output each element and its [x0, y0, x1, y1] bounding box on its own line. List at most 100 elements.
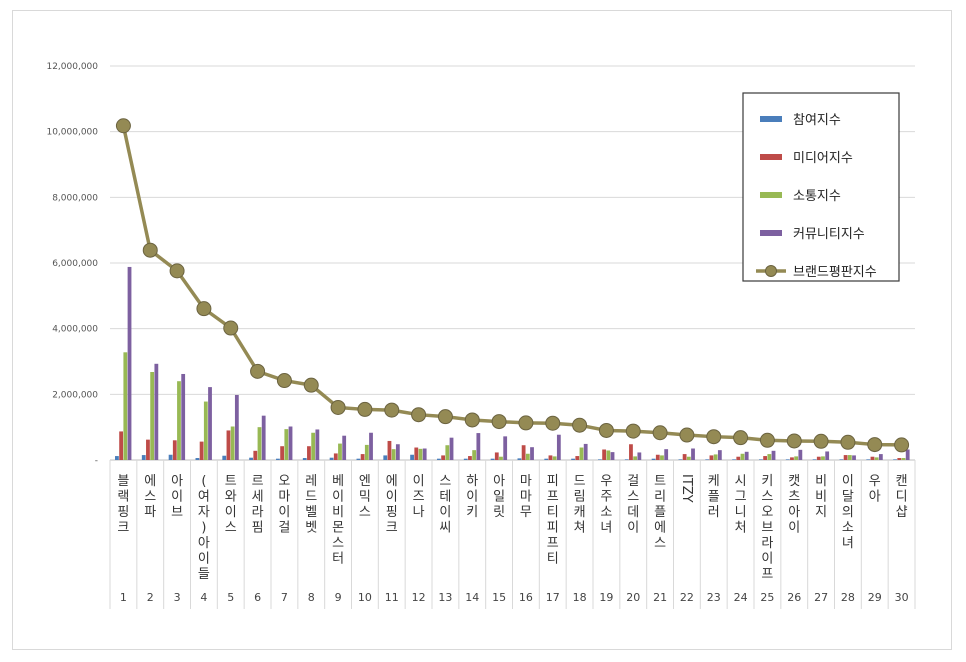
bar	[847, 455, 852, 460]
x-rank-label: 7	[281, 591, 288, 604]
bar	[571, 458, 575, 460]
line-point	[491, 414, 507, 430]
bar	[678, 459, 683, 460]
line-point	[115, 118, 131, 134]
legend-marker	[765, 265, 777, 277]
bar	[150, 372, 155, 460]
x-rank-label: 18	[573, 591, 587, 604]
bar	[445, 445, 450, 460]
line-point	[250, 363, 266, 379]
legend-box	[742, 92, 900, 282]
bar	[369, 432, 373, 460]
x-rank-label: 27	[814, 591, 828, 604]
x-rank-label: 6	[254, 591, 261, 604]
x-axis: 블 랙 핑 크 1 에 스 파 2 아 이 브 3 (여 자) 아 이 들 4 트 와 이 스 5 르 세 라 핌 6 오 마 이 걸 7 레 드 벨 벳…	[109, 460, 916, 609]
bar	[893, 459, 897, 460]
line-point	[196, 301, 212, 317]
bar	[360, 454, 365, 460]
bar	[794, 456, 799, 460]
bar	[530, 447, 534, 460]
bar	[468, 456, 472, 460]
bar	[168, 454, 173, 460]
x-rank-label: 5	[227, 591, 234, 604]
bar	[383, 455, 388, 460]
bar	[606, 450, 611, 460]
bar	[660, 455, 664, 460]
legend-label: 커뮤니티지수	[793, 227, 865, 242]
x-rank-label: 13	[438, 591, 452, 604]
bar	[280, 446, 285, 460]
x-rank-label: 20	[626, 591, 640, 604]
line-point	[625, 423, 641, 439]
y-tick-label: 10,000,000	[46, 128, 98, 138]
bar	[633, 456, 638, 460]
y-tick-label: 6,000,000	[52, 259, 98, 269]
bar	[517, 458, 522, 460]
x-rank-label: 1	[120, 591, 127, 604]
bar	[119, 431, 124, 460]
bar	[664, 449, 669, 460]
bar	[222, 455, 227, 460]
bar	[146, 439, 150, 460]
brand-index-line	[115, 118, 910, 453]
bar	[307, 446, 311, 460]
bar	[552, 456, 557, 460]
line-point	[303, 377, 319, 393]
x-category-label: (여 자) 아 이 들	[198, 474, 210, 582]
bar	[843, 455, 848, 460]
bar	[476, 433, 481, 460]
bar	[230, 426, 235, 460]
x-category-label: ITZY	[679, 474, 694, 503]
legend-label: 브랜드평판지수	[793, 265, 877, 280]
legend-swatch	[760, 230, 782, 236]
bar	[333, 453, 338, 460]
bar	[199, 441, 204, 460]
bar	[732, 459, 736, 460]
bar	[874, 457, 879, 460]
bar	[521, 445, 526, 460]
bar	[624, 459, 629, 460]
x-rank-label: 29	[868, 591, 882, 604]
x-rank-label: 17	[546, 591, 560, 604]
bar	[249, 457, 253, 460]
bar	[127, 266, 132, 460]
bar	[472, 450, 477, 460]
y-tick-label: 4,000,000	[52, 325, 98, 335]
legend-label: 소통지수	[793, 189, 841, 204]
bar	[499, 456, 503, 460]
bar	[691, 448, 695, 460]
bar	[717, 450, 722, 460]
bar	[637, 452, 642, 460]
x-rank-label: 19	[599, 591, 613, 604]
bar	[123, 352, 128, 460]
x-rank-label: 12	[412, 591, 426, 604]
bar	[821, 456, 825, 460]
bar	[598, 459, 602, 460]
line-point	[437, 409, 453, 425]
x-rank-label: 21	[653, 591, 667, 604]
bar	[839, 459, 844, 460]
bar	[709, 455, 714, 460]
bar	[878, 454, 883, 460]
line-point	[518, 415, 534, 431]
bar	[610, 452, 615, 460]
line-point	[706, 429, 722, 445]
y-tick-label: 2,000,000	[52, 390, 98, 400]
line-point	[464, 412, 480, 428]
bar	[342, 435, 347, 460]
line-point	[142, 242, 158, 258]
